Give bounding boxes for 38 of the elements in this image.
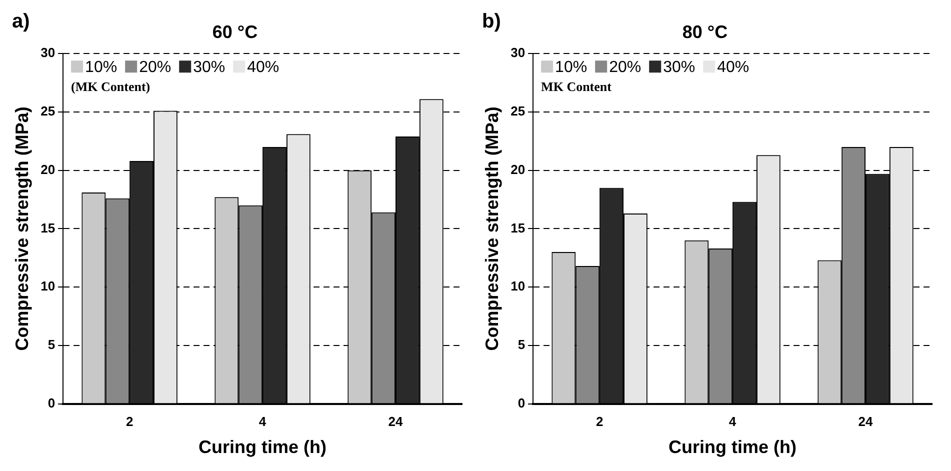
y-tick-label: 5 — [518, 337, 526, 352]
x-axis-title: Curing time (h) — [668, 437, 797, 458]
x-tick-label: 24 — [388, 414, 404, 430]
x-tick-label: 2 — [596, 414, 604, 430]
legend-title: (MK Content) — [71, 78, 150, 94]
y-tick-label: 0 — [518, 395, 526, 410]
y-tick-label: 5 — [48, 337, 56, 352]
legend-label: 10% — [85, 59, 118, 76]
legend-label: 40% — [247, 59, 280, 76]
y-tick-label: 25 — [40, 104, 56, 119]
y-axis-title: Compressive strength (MPa) — [12, 106, 32, 351]
text: a) — [12, 10, 30, 33]
legend-label: 10% — [555, 59, 588, 76]
legend-label: 30% — [193, 59, 226, 76]
legend-label: 20% — [609, 59, 642, 76]
y-tick-label: 25 — [510, 104, 526, 119]
chart-title: 80 °C — [682, 22, 728, 42]
legend-label: 40% — [717, 59, 750, 76]
x-axis-title: Curing time (h) — [198, 437, 327, 458]
legend-title: MK Content — [541, 78, 612, 94]
y-tick-label: 20 — [510, 162, 526, 177]
y-tick-label: 0 — [48, 395, 56, 410]
x-tick-label: 24 — [858, 414, 874, 430]
legend-label: 20% — [139, 59, 172, 76]
text: b) — [482, 10, 501, 33]
legend-label: 30% — [663, 59, 696, 76]
y-tick-label: 20 — [40, 162, 56, 177]
y-tick-label: 10 — [510, 278, 526, 294]
y-axis-title: Compressive strength (MPa) — [482, 106, 502, 351]
y-tick-label: 15 — [510, 220, 526, 236]
x-tick-label: 4 — [258, 414, 267, 430]
y-tick-label: 30 — [40, 45, 56, 60]
y-tick-label: 30 — [510, 45, 526, 60]
chart-title: 60 °C — [212, 22, 258, 42]
x-tick-label: 4 — [728, 414, 737, 430]
y-tick-label: 15 — [40, 220, 56, 236]
x-tick-label: 2 — [126, 414, 134, 430]
y-tick-label: 10 — [40, 278, 56, 294]
